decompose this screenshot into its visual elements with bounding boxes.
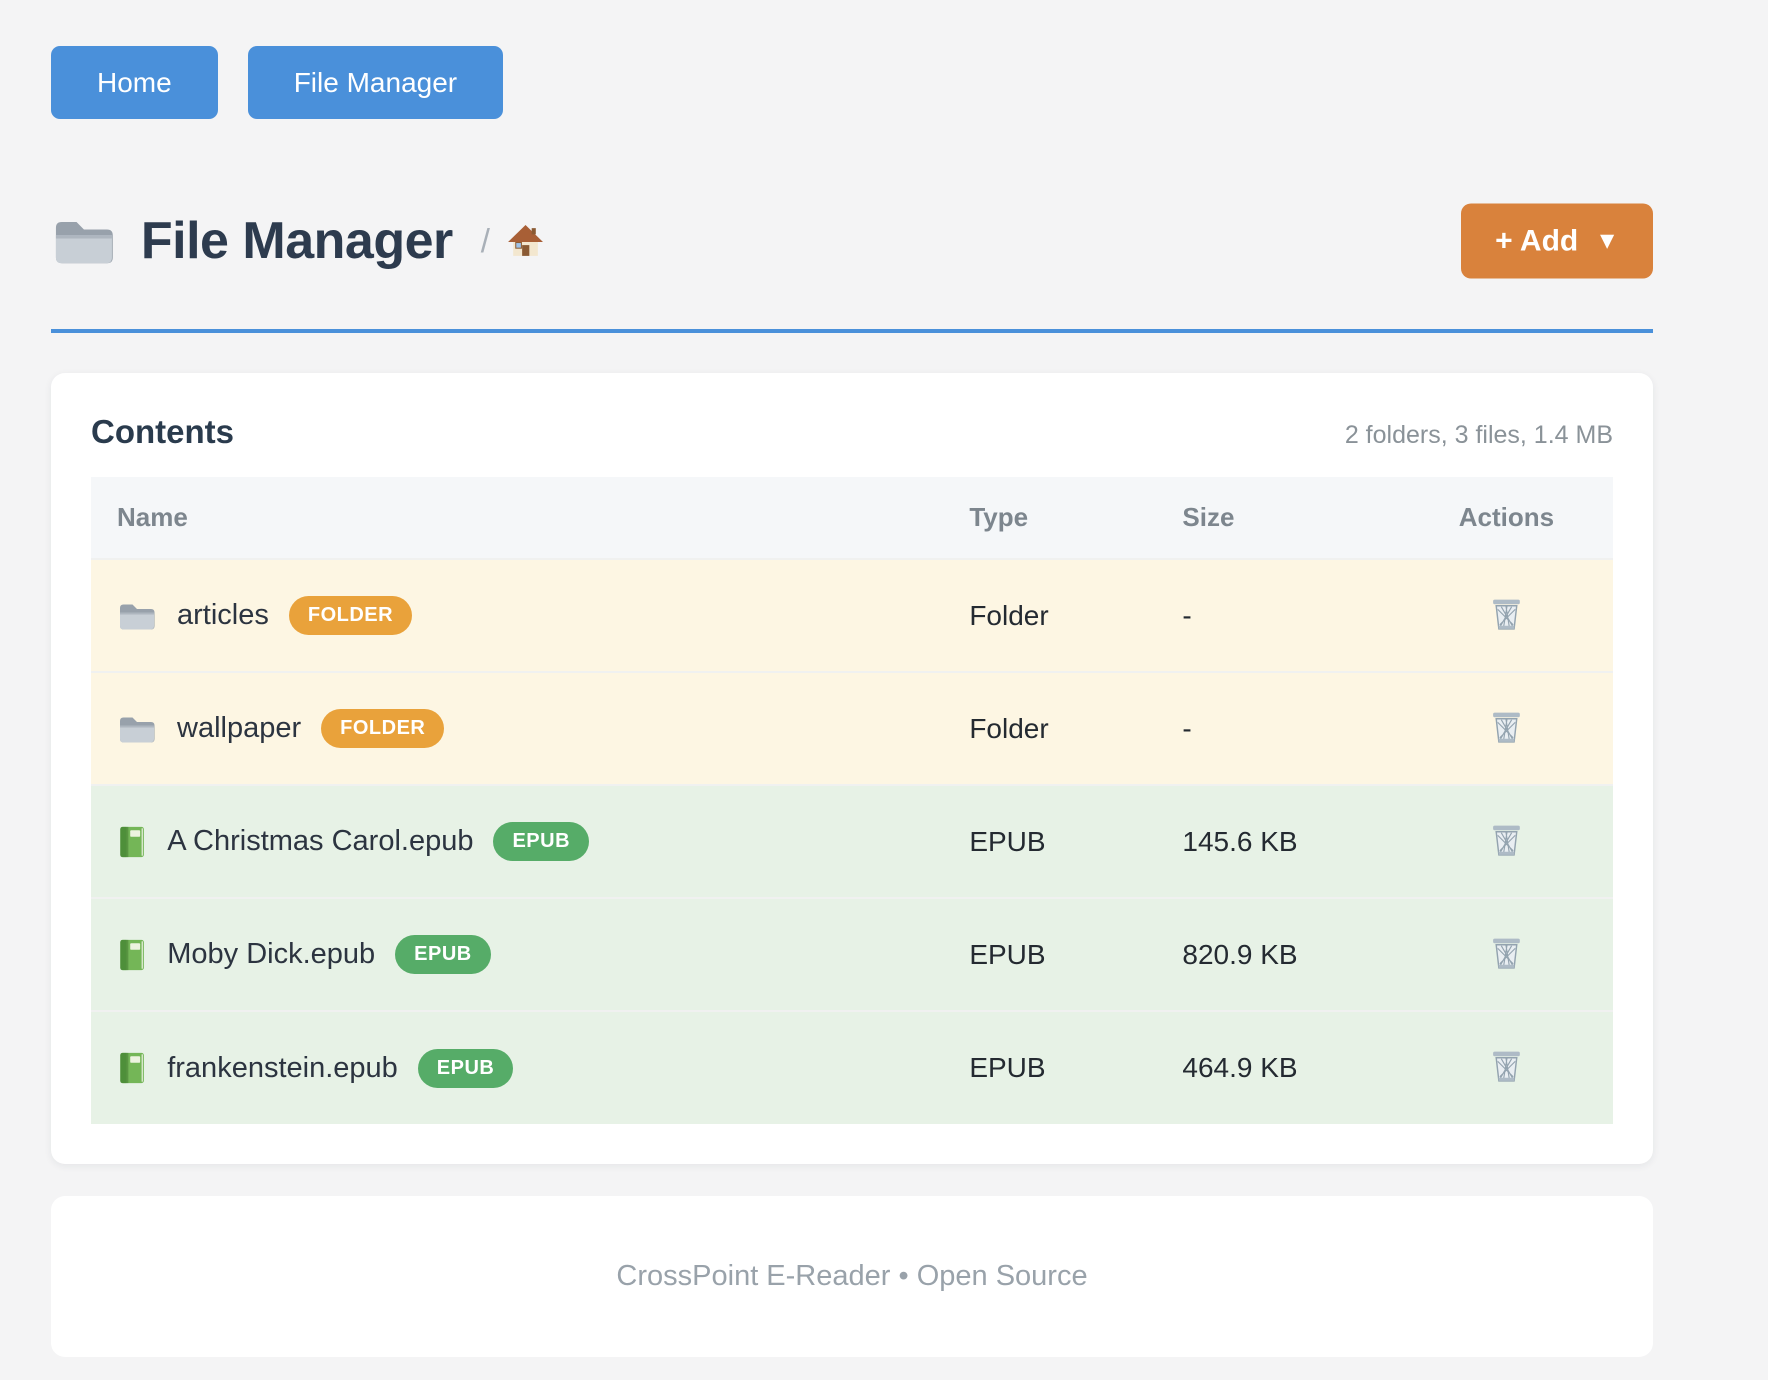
green-book-icon [117, 1051, 147, 1085]
footer: CrossPoint E-Reader • Open Source [51, 1196, 1653, 1357]
page-title: File Manager [140, 212, 453, 270]
size-cell: - [1156, 558, 1400, 672]
trash-icon [1489, 938, 1524, 975]
delete-button[interactable] [1485, 705, 1528, 750]
table-row[interactable]: A Christmas Carol.epub EPUB EPUB 145.6 K… [91, 784, 1613, 898]
size-cell: 820.9 KB [1156, 897, 1400, 1011]
header-divider [51, 329, 1653, 333]
folder-icon [51, 213, 117, 269]
contents-card: Contents 2 folders, 3 files, 1.4 MB Name… [51, 373, 1653, 1164]
trash-icon [1489, 825, 1524, 862]
type-cell: EPUB [943, 784, 1157, 898]
type-cell: EPUB [943, 1010, 1157, 1124]
type-badge: EPUB [493, 822, 590, 861]
type-cell: Folder [943, 558, 1157, 672]
type-badge: EPUB [395, 935, 491, 974]
nav-button-home[interactable]: Home [51, 46, 218, 119]
table-row[interactable]: Moby Dick.epub EPUB EPUB 820.9 KB [91, 897, 1613, 1011]
size-cell: 145.6 KB [1156, 784, 1400, 898]
footer-text: CrossPoint E-Reader • Open Source [616, 1260, 1088, 1292]
size-cell: - [1156, 671, 1400, 785]
delete-button[interactable] [1485, 592, 1528, 637]
column-header-size: Size [1156, 477, 1400, 559]
breadcrumb-separator: / [480, 222, 490, 259]
top-nav: Home File Manager [51, 46, 1653, 119]
trash-icon [1489, 1051, 1524, 1088]
trash-icon [1489, 599, 1524, 636]
table-row[interactable]: articles FOLDER Folder - [91, 558, 1613, 672]
contents-title: Contents [91, 413, 234, 450]
type-cell: Folder [943, 671, 1157, 785]
column-header-type: Type [943, 477, 1157, 559]
column-header-actions: Actions [1399, 477, 1613, 559]
chevron-down-icon: ▼ [1595, 227, 1619, 254]
nav-button-file-manager[interactable]: File Manager [247, 46, 504, 119]
green-book-icon [117, 825, 147, 859]
delete-button[interactable] [1485, 818, 1528, 863]
table-row[interactable]: wallpaper FOLDER Folder - [91, 671, 1613, 785]
type-badge: FOLDER [288, 596, 413, 635]
file-name: Moby Dick.epub [167, 938, 376, 970]
type-badge: FOLDER [321, 709, 445, 748]
house-icon[interactable] [506, 223, 545, 260]
table-row[interactable]: frankenstein.epub EPUB EPUB 464.9 KB [91, 1010, 1613, 1124]
trash-icon [1489, 712, 1524, 749]
file-name: frankenstein.epub [167, 1051, 398, 1084]
delete-button[interactable] [1485, 1044, 1528, 1089]
delete-button[interactable] [1485, 931, 1528, 976]
file-name: wallpaper [177, 712, 302, 744]
type-badge: EPUB [417, 1048, 514, 1088]
add-button[interactable]: + Add ▼ [1461, 203, 1653, 279]
column-header-name: Name [91, 477, 944, 559]
file-name: articles [177, 599, 269, 631]
page-header: File Manager / + Add ▼ [51, 203, 1653, 279]
add-button-label: + Add [1495, 224, 1579, 257]
file-table-header: Name Type Size Actions [91, 477, 1613, 559]
file-table: Name Type Size Actions articles FOLDER F… [91, 477, 1613, 1124]
type-cell: EPUB [943, 897, 1157, 1011]
file-name: A Christmas Carol.epub [167, 825, 474, 857]
breadcrumb: / [481, 222, 545, 260]
green-book-icon [117, 938, 147, 972]
folder-icon [117, 712, 157, 746]
size-cell: 464.9 KB [1156, 1010, 1400, 1124]
folder-icon [117, 599, 157, 633]
file-table-body: articles FOLDER Folder - wallpaper FOLDE… [91, 558, 1613, 1124]
contents-summary: 2 folders, 3 files, 1.4 MB [1344, 421, 1613, 449]
page-container: Home File Manager File Manager / + Add ▼ … [51, 0, 1653, 1357]
contents-card-header: Contents 2 folders, 3 files, 1.4 MB [91, 413, 1613, 451]
